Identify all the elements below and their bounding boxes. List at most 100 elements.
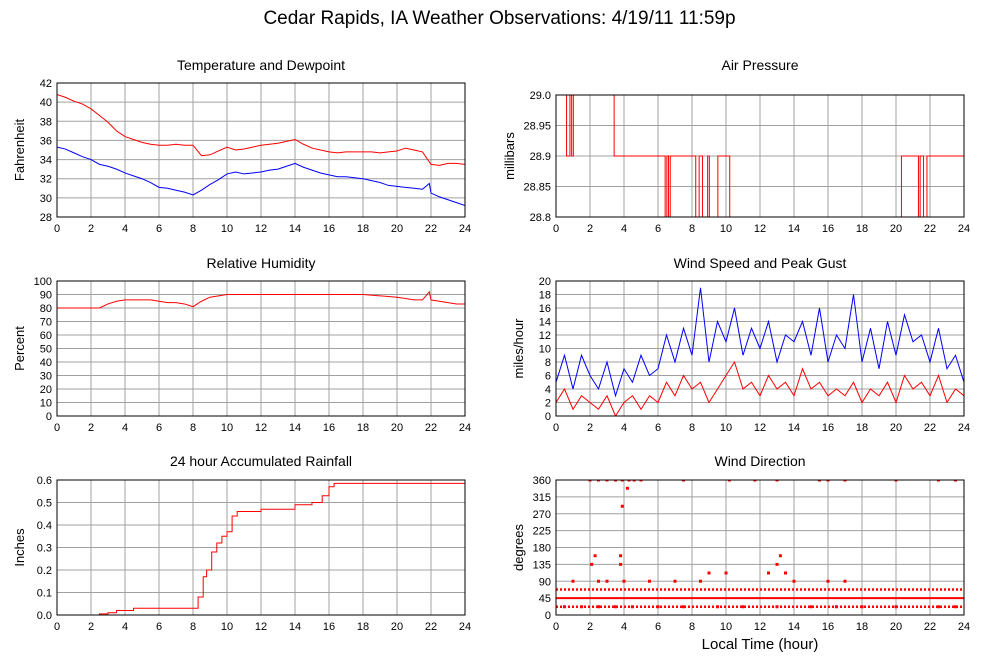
y-tick-label: 135 <box>533 559 551 571</box>
y-tick-label: 0.0 <box>37 610 52 622</box>
y-tick-label: 0.3 <box>37 543 52 555</box>
data-point <box>937 480 940 482</box>
x-tick-label: 0 <box>553 223 559 235</box>
chart-pressure: 0 2 4 6 8 10 12 14 16 18 20 22 2428.828.8528.928.952… <box>502 57 970 235</box>
y-tick-label: 360 <box>533 475 551 487</box>
x-tick-label: 10 <box>221 223 233 235</box>
y-axis-label: degrees <box>511 524 526 571</box>
plot-frame <box>555 280 965 417</box>
x-tick-label: 16 <box>323 422 335 434</box>
data-point <box>826 579 830 583</box>
series-line-0 <box>556 287 964 398</box>
x-tick-label: 22 <box>425 621 437 633</box>
chart-title: Relative Humidity <box>207 255 316 271</box>
series-line-0 <box>57 290 465 309</box>
x-tick-label: 4 <box>122 621 128 633</box>
x-tick-label: 18 <box>357 422 369 434</box>
x-tick-label: 16 <box>822 621 834 633</box>
data-point <box>614 480 617 482</box>
x-tick-label: 4 <box>621 621 627 633</box>
x-tick-label: 18 <box>357 621 369 633</box>
series-group <box>57 94 465 206</box>
y-tick-label: 28.95 <box>523 121 551 133</box>
data-point <box>590 562 594 566</box>
data-point <box>588 480 592 482</box>
data-point <box>627 480 631 482</box>
x-tick-label: 2 <box>587 621 593 633</box>
x-tick-label: 14 <box>788 223 800 235</box>
x-tick-label: 10 <box>720 223 732 235</box>
x-tick-label: 22 <box>924 621 936 633</box>
y-tick-label: 30 <box>40 193 52 205</box>
x-tick-label: 16 <box>323 223 335 235</box>
data-point <box>778 554 782 558</box>
y-tick-label: 2 <box>545 398 551 410</box>
data-point <box>597 579 600 583</box>
x-tick-label: 20 <box>890 621 902 633</box>
data-point <box>639 480 643 482</box>
y-tick-label: 60 <box>40 330 52 342</box>
chart-temp: 0 2 4 6 8 10 12 14 16 18 20 22 242830323436384042Tem… <box>12 57 471 235</box>
x-tick-label: 22 <box>924 223 936 235</box>
series-group <box>556 287 964 416</box>
y-tick-label: 90 <box>40 290 52 302</box>
series-line-0 <box>57 94 465 166</box>
data-point <box>619 562 623 566</box>
x-tick-label: 14 <box>289 422 301 434</box>
x-tick-label: 10 <box>720 422 732 434</box>
series-line-0 <box>556 95 964 217</box>
data-point <box>614 605 617 609</box>
x-tick-label: 20 <box>391 422 403 434</box>
chart-title: Air Pressure <box>721 57 798 73</box>
data-point <box>784 571 787 575</box>
data-point <box>937 605 940 609</box>
x-tick-label: 16 <box>323 621 335 633</box>
x-tick-label: 0 <box>54 223 60 235</box>
y-tick-label: 12 <box>539 330 551 342</box>
y-tick-label: 270 <box>533 509 551 521</box>
x-tick-label: 6 <box>156 422 162 434</box>
chart-humidity: 0 2 4 6 8 10 12 14 16 18 20 22 240102030405060708090… <box>12 255 471 434</box>
plot-frame <box>56 280 466 417</box>
x-tick-label: 8 <box>190 223 196 235</box>
y-tick-label: 180 <box>533 543 551 555</box>
y-tick-label: 14 <box>539 317 551 329</box>
y-tick-label: 18 <box>539 290 551 302</box>
y-tick-label: 0.4 <box>37 520 52 532</box>
x-tick-label: 8 <box>689 621 695 633</box>
data-point <box>809 605 813 609</box>
y-tick-label: 0 <box>545 610 551 622</box>
chart-title: Wind Speed and Peak Gust <box>674 255 847 271</box>
y-axis-label: Percent <box>12 326 27 371</box>
x-tick-label: 12 <box>754 422 766 434</box>
y-tick-label: 0.1 <box>37 588 52 600</box>
data-point <box>843 579 847 583</box>
data-point <box>682 605 685 609</box>
x-tick-label: 2 <box>88 422 94 434</box>
y-tick-label: 70 <box>40 317 52 329</box>
y-tick-label: 28.85 <box>523 182 551 194</box>
data-point <box>775 480 779 482</box>
x-tick-label: 18 <box>856 223 868 235</box>
x-tick-label: 12 <box>255 223 267 235</box>
data-point <box>727 480 731 482</box>
x-tick-label: 6 <box>156 223 162 235</box>
y-tick-label: 40 <box>40 357 52 369</box>
chart-title: Wind Direction <box>714 453 805 469</box>
y-axis-label: Fahrenheit <box>12 119 27 182</box>
x-tick-label: 0 <box>553 422 559 434</box>
x-tick-label: 22 <box>924 422 936 434</box>
x-tick-label: 2 <box>587 422 593 434</box>
y-tick-label: 45 <box>539 593 551 605</box>
x-tick-label: 8 <box>190 422 196 434</box>
plot-frame <box>555 94 965 218</box>
data-point <box>954 605 957 609</box>
data-point <box>682 480 685 482</box>
y-tick-label: 100 <box>34 276 52 288</box>
chart-direction: 0 2 4 6 8 10 12 14 16 18 20 22 240459013518022527031… <box>511 453 970 653</box>
y-tick-label: 0.6 <box>37 475 52 487</box>
x-tick-label: 18 <box>856 422 868 434</box>
data-point <box>826 480 830 482</box>
plot-frame <box>555 479 965 616</box>
y-tick-label: 16 <box>539 303 551 315</box>
